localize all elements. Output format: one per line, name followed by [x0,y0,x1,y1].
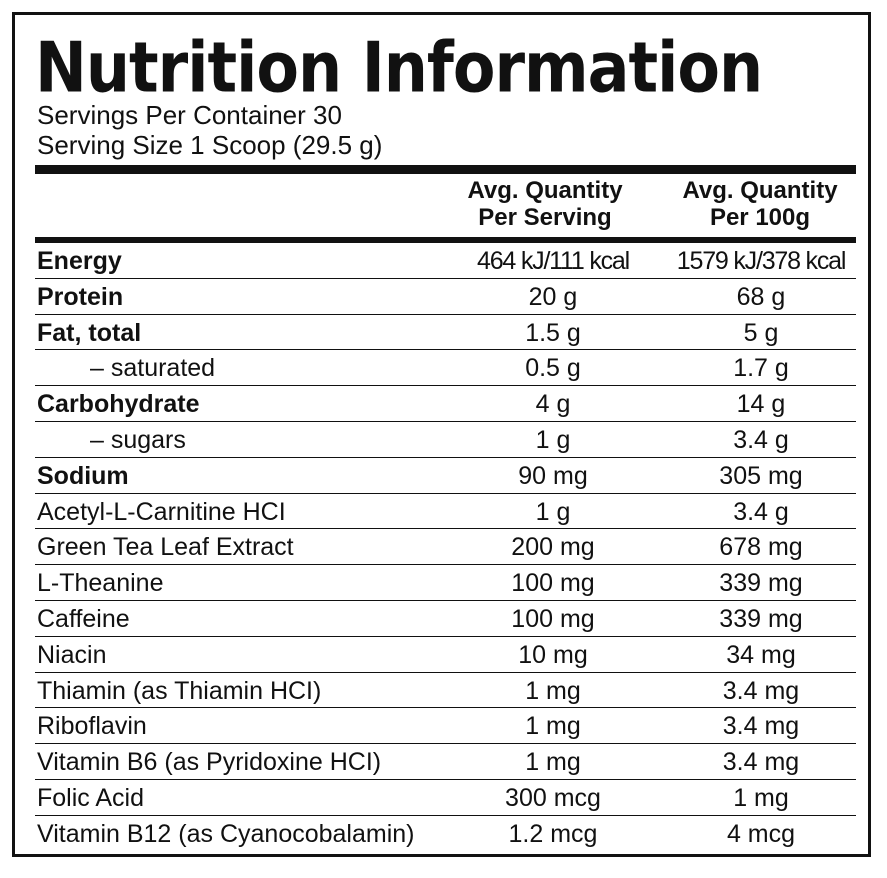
value-per-serving: 1 mg [525,748,581,777]
value-per-serving: 90 mg [518,461,588,490]
nutrient-name: Protein [37,282,124,311]
value-per-serving: 1 mg [525,712,581,741]
column-header-per-100g-line1: Avg. Quantity [682,177,838,204]
table-row: Carbohydrate 4 g 14 g [35,386,856,422]
value-per-100g: 5 g [743,318,779,347]
table-row: Green Tea Leaf Extract 200 mg 678 mg [35,529,856,566]
value-per-serving: 300 mcg [505,783,601,812]
nutrient-name: Vitamin B12 (as Cyanocobalamin) [37,819,415,848]
value-per-serving: 1.2 mcg [508,819,598,848]
nutrient-name: – sugars [90,425,186,454]
table-row: Protein 20 g 68 g [35,279,856,315]
value-per-100g: 34 mg [726,640,796,669]
value-per-serving: 464 kJ/111 kcal [476,247,630,275]
panel-title: Nutrition Information [35,26,763,109]
nutrient-name: – saturated [90,354,216,383]
value-per-serving: 1 g [535,425,571,454]
value-per-100g: 1 mg [733,783,789,812]
serving-size: Serving Size 1 Scoop (29.5 g) [37,130,383,160]
column-header-per-100g-line2: Per 100g [709,204,811,231]
value-per-serving: 0.5 g [525,354,581,383]
value-per-100g: 14 g [736,390,786,419]
nutrient-name: Niacin [37,640,107,669]
value-per-100g: 68 g [736,282,786,311]
value-per-100g: 3.4 mg [722,748,800,777]
value-per-serving: 1.5 g [525,318,581,347]
value-per-100g: 3.4 mg [722,676,800,705]
table-row: Acetyl-L-Carnitine HCI 1 g 3.4 g [35,494,856,530]
nutrient-table: Energy 464 kJ/111 kcal 1579 kJ/378 kcal Pro… [35,243,856,852]
table-row: Riboflavin 1 mg 3.4 mg [35,708,856,745]
value-per-100g: 678 mg [719,533,803,562]
value-per-100g: 3.4 g [733,425,789,454]
header-divider [35,165,856,174]
value-per-serving: 4 g [535,390,571,419]
column-header-per-serving-line2: Per Serving [478,204,612,231]
value-per-serving: 1 mg [525,676,581,705]
column-header-per-100g: Avg. Quantity Per 100g [655,177,865,231]
value-per-serving: 10 mg [518,640,588,669]
value-per-serving: 20 g [528,282,578,311]
nutrient-name: Acetyl-L-Carnitine HCI [37,497,286,526]
nutrient-name: Caffeine [37,604,130,633]
table-row: Thiamin (as Thiamin HCI) 1 mg 3.4 mg [35,673,856,709]
nutrient-name: Energy [37,247,122,275]
table-row: – saturated 0.5 g 1.7 g [35,350,856,387]
value-per-100g: 339 mg [719,569,803,598]
nutrient-name: Folic Acid [37,783,144,812]
servings-per-container: Servings Per Container 30 [37,100,342,130]
nutrient-name: Vitamin B6 (as Pyridoxine HCI) [37,748,382,777]
column-header-per-serving: Avg. Quantity Per Serving [445,177,645,231]
table-row: Energy 464 kJ/111 kcal 1579 kJ/378 kcal [35,243,856,279]
table-row: – sugars 1 g 3.4 g [35,422,856,458]
nutrient-name: Fat, total [37,318,142,347]
value-per-100g: 1579 kJ/378 kcal [676,247,847,275]
value-per-serving: 100 mg [511,569,595,598]
table-row: Folic Acid 300 mcg 1 mg [35,780,856,816]
table-row: Vitamin B12 (as Cyanocobalamin) 1.2 mcg 4 … [35,816,856,852]
value-per-100g: 305 mg [719,461,803,490]
value-per-serving: 1 g [535,497,571,526]
column-header-per-serving-line1: Avg. Quantity [467,177,623,204]
value-per-serving: 200 mg [511,533,595,562]
value-per-100g: 3.4 g [733,497,789,526]
nutrient-name: L-Theanine [37,569,164,598]
table-row: Fat, total 1.5 g 5 g [35,315,856,351]
table-row: Vitamin B6 (as Pyridoxine HCI) 1 mg 3.4 mg [35,744,856,780]
table-row: L-Theanine 100 mg 339 mg [35,565,856,601]
nutrient-name: Thiamin (as Thiamin HCI) [37,676,322,705]
value-per-serving: 100 mg [511,604,595,633]
nutrition-panel: Nutrition Information Servings Per Conta… [12,12,871,857]
value-per-100g: 339 mg [719,604,803,633]
table-row: Caffeine 100 mg 339 mg [35,601,856,637]
table-row: Niacin 10 mg 34 mg [35,637,856,673]
value-per-100g: 4 mcg [726,819,796,848]
nutrient-name: Sodium [37,461,129,490]
table-row: Sodium 90 mg 305 mg [35,458,856,494]
nutrient-name: Riboflavin [37,712,147,741]
table-header-divider [35,237,856,243]
value-per-100g: 1.7 g [733,354,789,383]
value-per-100g: 3.4 mg [722,712,800,741]
nutrient-name: Carbohydrate [37,390,200,419]
nutrient-name: Green Tea Leaf Extract [37,533,294,562]
